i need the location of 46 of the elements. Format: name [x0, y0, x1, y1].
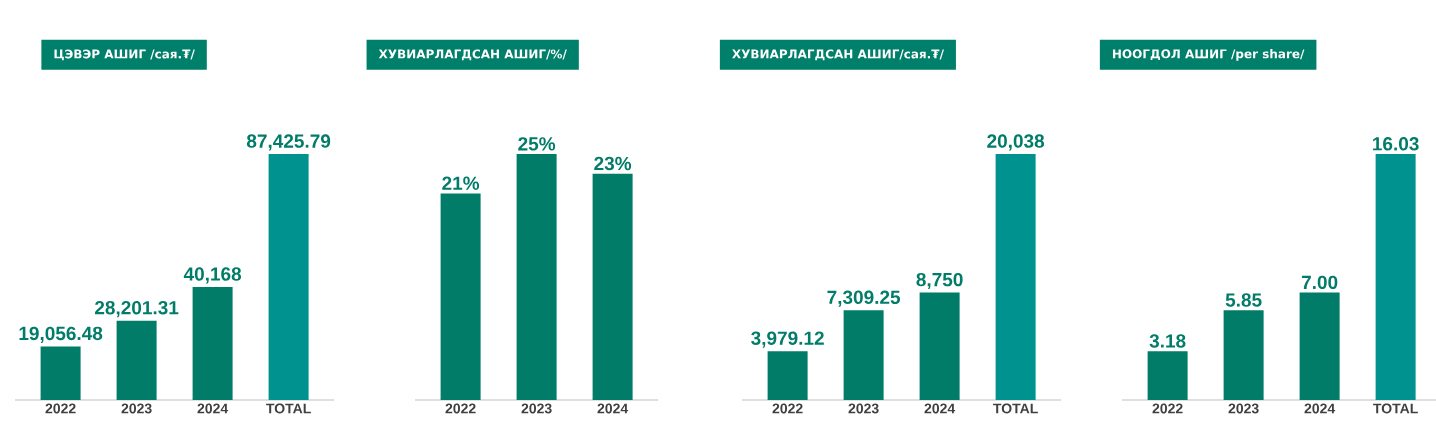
- x-tick-label: 2022: [445, 403, 476, 414]
- x-tick-label: TOTAL: [266, 403, 311, 414]
- bar: [1147, 351, 1188, 400]
- data-label: 20,038: [987, 134, 1045, 151]
- chart-title: ХУВИАРЛАГДСАН АШИГ/%/: [378, 49, 567, 61]
- chart-title: ЦЭВЭР АШИГ /сая.₮/: [54, 49, 195, 61]
- x-tick-label: 2024: [197, 403, 229, 414]
- chart-title: ХУВИАРЛАГДСАН АШИГ/сая.₮/: [732, 49, 944, 61]
- chart-title: НООГДОЛ АШИГ /per share/: [1112, 49, 1305, 61]
- bar: [1375, 154, 1416, 400]
- bar: [843, 310, 884, 400]
- bar: [268, 154, 309, 400]
- x-tick-label: 2024: [924, 403, 956, 414]
- x-tick-label: 2024: [597, 403, 629, 414]
- data-label: 16.03: [1373, 137, 1419, 151]
- x-tick-label: TOTAL: [1373, 403, 1418, 414]
- x-tick-label: 2023: [521, 403, 552, 414]
- bar: [1223, 310, 1264, 400]
- bar: [767, 351, 808, 400]
- x-tick-label: 2022: [45, 403, 76, 414]
- bar: [919, 292, 960, 400]
- x-tick-label: 2022: [772, 403, 803, 414]
- data-label: 40,168: [183, 267, 242, 284]
- data-label: 87,425.79: [246, 134, 331, 151]
- bar: [116, 320, 157, 400]
- x-tick-label: 2024: [1304, 403, 1336, 414]
- data-label: 3,979.12: [751, 331, 824, 348]
- x-tick-label: 2022: [1152, 403, 1183, 414]
- data-label: 19,056.48: [19, 326, 103, 343]
- data-label: 7.00: [1301, 275, 1338, 290]
- x-tick-label: 2023: [1228, 403, 1259, 414]
- data-label: 5.85: [1225, 293, 1262, 307]
- data-label: 7,309.25: [827, 290, 901, 307]
- data-label: 25%: [518, 137, 556, 151]
- bar: [995, 154, 1036, 400]
- bar: [40, 346, 81, 400]
- data-label: 8,750: [916, 272, 963, 290]
- data-label: 23%: [594, 156, 632, 171]
- bar: [1299, 292, 1340, 400]
- bar: [192, 287, 233, 400]
- data-label: 28,201.31: [94, 300, 179, 318]
- x-tick-label: 2023: [848, 403, 879, 414]
- x-tick-label: 2023: [121, 403, 152, 414]
- x-tick-label: TOTAL: [993, 403, 1038, 414]
- data-label: 21%: [442, 176, 480, 190]
- data-label: 3.18: [1149, 334, 1186, 348]
